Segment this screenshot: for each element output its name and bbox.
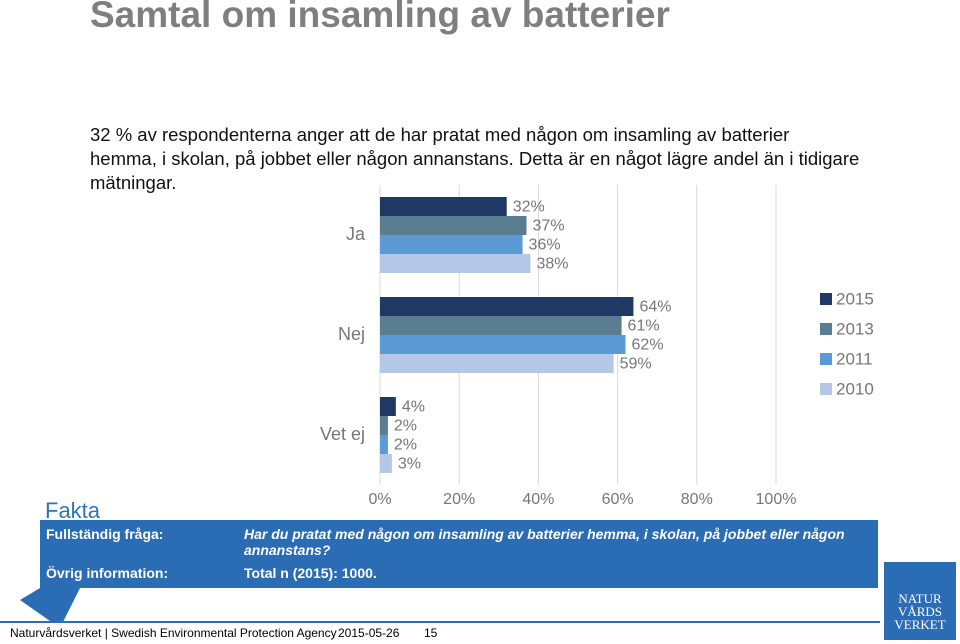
logo-line: NATUR xyxy=(898,591,942,606)
legend-swatch xyxy=(820,323,832,335)
value-label: 32% xyxy=(513,199,545,216)
legend-swatch xyxy=(820,383,832,395)
footer-page: 15 xyxy=(424,626,438,640)
value-label: 38% xyxy=(536,256,568,273)
fakta-question: Har du pratat med någon om insamling av … xyxy=(244,526,845,558)
logo-line: VERKET xyxy=(894,617,946,632)
value-label: 2% xyxy=(394,437,417,454)
bar xyxy=(380,197,507,216)
body-line: hemma, i skolan, på jobbet eller någon a… xyxy=(90,148,860,169)
footer-band xyxy=(0,623,880,644)
bar xyxy=(380,354,614,373)
value-label: 2% xyxy=(394,418,417,435)
logo-line: VÅRDS xyxy=(897,604,943,619)
fakta-info: Total n (2015): 1000. xyxy=(244,565,377,581)
x-tick-label: 60% xyxy=(602,491,634,508)
bar xyxy=(380,416,388,435)
x-tick-label: 20% xyxy=(443,491,475,508)
fakta-box xyxy=(20,520,878,628)
bar xyxy=(380,254,531,273)
x-tick-label: 40% xyxy=(522,491,554,508)
bar xyxy=(380,335,626,354)
x-tick-label: 80% xyxy=(681,491,713,508)
bar xyxy=(380,235,523,254)
legend-swatch xyxy=(820,353,832,365)
logo-box xyxy=(884,562,956,640)
category-label: Ja xyxy=(346,224,366,244)
bar xyxy=(380,435,388,454)
value-label: 36% xyxy=(529,237,561,254)
bar xyxy=(380,454,392,473)
value-label: 62% xyxy=(632,337,664,354)
bar xyxy=(380,297,634,316)
x-tick-label: 100% xyxy=(756,491,797,508)
bar xyxy=(380,216,527,235)
legend-swatch xyxy=(820,293,832,305)
category-label: Nej xyxy=(338,324,365,344)
fakta-heading: Fakta xyxy=(45,498,101,523)
value-label: 59% xyxy=(620,356,652,373)
body-line: 32 % av respondenterna anger att de har … xyxy=(90,124,790,145)
legend-label: 2015 xyxy=(836,289,874,308)
slide-title: Samtal om insamling av batterier xyxy=(90,0,670,35)
body-line: mätningar. xyxy=(90,172,177,193)
legend-label: 2010 xyxy=(836,379,874,398)
value-label: 37% xyxy=(533,218,565,235)
fakta-label: Fullständig fråga: xyxy=(46,526,164,542)
footer-org: Naturvårdsverket | Swedish Environmental… xyxy=(10,626,337,640)
category-label: Vet ej xyxy=(320,424,365,444)
logo-text: NATUR VÅRDS VERKET xyxy=(884,592,956,631)
value-label: 64% xyxy=(639,299,671,316)
body-text: 32 % av respondenterna anger att de har … xyxy=(90,123,859,195)
footer-date: 2015-05-26 xyxy=(338,626,400,640)
fakta-label: Övrig information: xyxy=(46,565,169,581)
legend-label: 2013 xyxy=(836,319,874,338)
legend-label: 2011 xyxy=(836,349,873,368)
value-label: 61% xyxy=(628,318,660,335)
bar xyxy=(380,316,622,335)
x-tick-label: 0% xyxy=(368,491,391,508)
value-label: 4% xyxy=(402,399,425,416)
bar xyxy=(380,397,396,416)
value-label: 3% xyxy=(398,456,421,473)
